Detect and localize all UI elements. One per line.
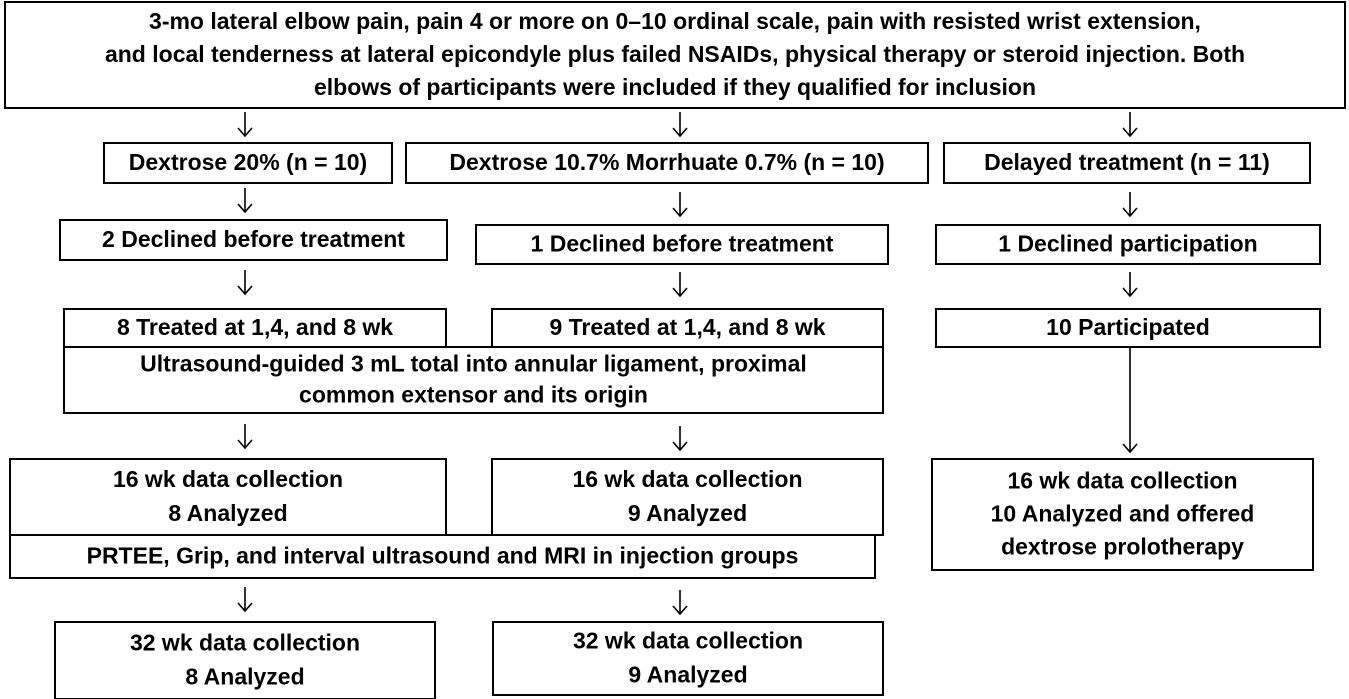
- flow-box: 32 wk data collection 9 Analyzed: [492, 621, 884, 696]
- arrow: [1122, 272, 1138, 298]
- arrow: [237, 188, 253, 214]
- box-text: 16 wk data collection: [572, 466, 802, 492]
- arrow: [1122, 192, 1138, 218]
- flow-box: 16 wk data collection 8 Analyzed: [9, 458, 447, 536]
- box-text: 3-mo lateral elbow pain, pain 4 or more …: [149, 8, 1201, 34]
- box-text: 8 Analyzed: [168, 500, 287, 526]
- flow-box: Ultrasound-guided 3 mL total into annula…: [63, 346, 884, 414]
- box-text: 2 Declined before treatment: [102, 226, 405, 252]
- flow-box: Dextrose 20% (n = 10): [103, 142, 393, 184]
- box-text: 1 Declined before treatment: [531, 231, 834, 257]
- flow-box: 10 Participated: [935, 308, 1321, 348]
- arrow: [672, 590, 688, 616]
- box-border: [475, 224, 889, 265]
- box-text: 10 Participated: [1046, 314, 1210, 340]
- box-text: Dextrose 10.7% Morrhuate 0.7% (n = 10): [449, 149, 884, 175]
- box-border: [54, 621, 436, 699]
- box-text: 10 Analyzed and offered: [991, 501, 1255, 527]
- box-text: PRTEE, Grip, and interval ultrasound and…: [87, 543, 799, 569]
- box-border: [943, 142, 1311, 184]
- arrow: [1122, 112, 1138, 138]
- flow-box: 32 wk data collection 8 Analyzed: [54, 621, 436, 699]
- box-border: [935, 224, 1321, 265]
- flow-box: 1 Declined participation: [935, 224, 1321, 265]
- box-text: 16 wk data collection: [1007, 468, 1237, 494]
- box-border: [59, 219, 448, 261]
- box-text: dextrose prolotherapy: [1001, 534, 1244, 560]
- box-border: [63, 308, 447, 348]
- box-text: Delayed treatment (n = 11): [984, 149, 1270, 175]
- flow-box: 9 Treated at 1,4, and 8 wk: [491, 308, 884, 348]
- box-border: [931, 458, 1314, 571]
- arrow: [237, 112, 253, 138]
- box-text: 8 Treated at 1,4, and 8 wk: [117, 314, 393, 340]
- arrow: [237, 587, 253, 613]
- flow-box: 2 Declined before treatment: [59, 219, 448, 261]
- flow-box: 16 wk data collection 10 Analyzed and off…: [931, 458, 1314, 571]
- flow-box: 3-mo lateral elbow pain, pain 4 or more …: [4, 1, 1346, 109]
- flow-box: 1 Declined before treatment: [475, 224, 889, 265]
- box-border: [63, 346, 884, 414]
- flow-box: 16 wk data collection 9 Analyzed: [491, 458, 884, 536]
- box-border: [4, 1, 1346, 109]
- flow-box: PRTEE, Grip, and interval ultrasound and…: [9, 534, 876, 579]
- box-text: 9 Analyzed: [628, 662, 747, 688]
- box-text: Ultrasound-guided 3 mL total into annula…: [140, 351, 807, 377]
- box-text: 16 wk data collection: [113, 466, 343, 492]
- box-text: 32 wk data collection: [130, 630, 360, 656]
- box-text: 8 Analyzed: [185, 664, 304, 690]
- arrow: [672, 192, 688, 218]
- flow-box: Delayed treatment (n = 11): [943, 142, 1311, 184]
- arrow: [1122, 347, 1138, 454]
- box-text: elbows of participants were included if …: [314, 74, 1036, 100]
- arrow: [237, 270, 253, 296]
- box-text: and local tenderness at lateral epicondy…: [105, 41, 1245, 67]
- box-border: [405, 142, 929, 184]
- box-border: [492, 621, 884, 696]
- arrow: [672, 272, 688, 298]
- box-text: 32 wk data collection: [573, 628, 803, 654]
- flow-box: Dextrose 10.7% Morrhuate 0.7% (n = 10): [405, 142, 929, 184]
- arrow: [237, 424, 253, 450]
- flow-box: 8 Treated at 1,4, and 8 wk: [63, 308, 447, 348]
- box-border: [103, 142, 393, 184]
- box-border: [9, 534, 876, 579]
- boxes: 3-mo lateral elbow pain, pain 4 or more …: [4, 1, 1346, 699]
- box-text: 9 Analyzed: [628, 500, 747, 526]
- arrow: [672, 426, 688, 452]
- arrow: [672, 112, 688, 138]
- box-border: [491, 308, 884, 348]
- arrows: [237, 112, 1138, 616]
- box-text: common extensor and its origin: [299, 382, 648, 408]
- box-text: Dextrose 20% (n = 10): [129, 149, 367, 175]
- box-text: 1 Declined participation: [998, 231, 1257, 257]
- box-text: 9 Treated at 1,4, and 8 wk: [549, 314, 825, 340]
- box-border: [935, 308, 1321, 348]
- box-border: [9, 458, 447, 536]
